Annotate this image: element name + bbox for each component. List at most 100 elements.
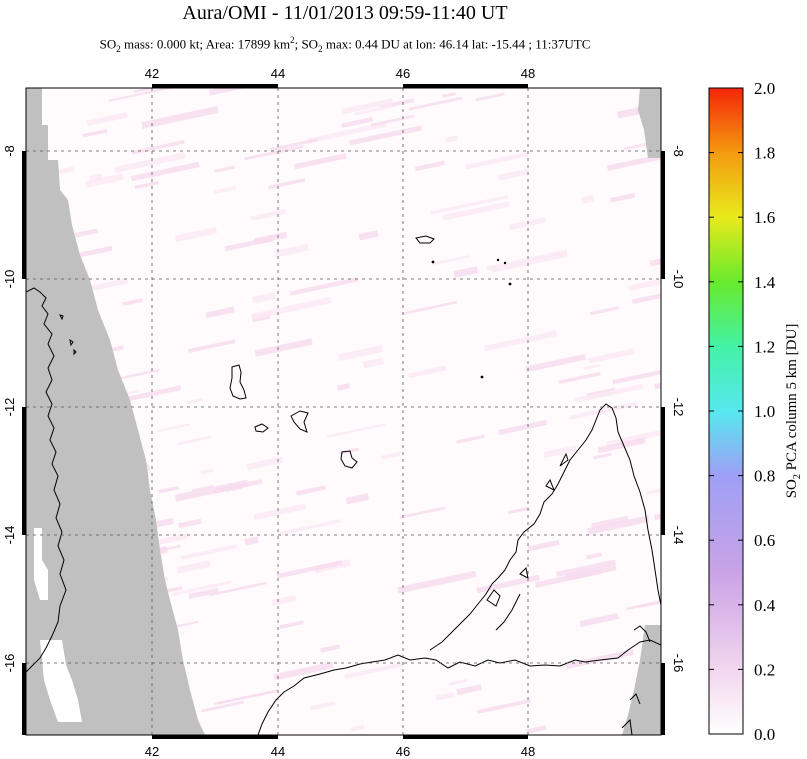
so2-streak (252, 292, 277, 304)
so2-streak (277, 519, 341, 536)
so2-streak (586, 515, 650, 535)
so2-streak (354, 104, 394, 116)
map-frame (22, 84, 665, 739)
so2-streak (465, 151, 529, 170)
so2-streak (456, 434, 485, 444)
so2-streak (250, 209, 287, 221)
lon-tick-bottom-44: 44 (271, 744, 285, 759)
so2-streak (558, 371, 601, 384)
so2-streak (200, 468, 214, 475)
so2-streak (244, 536, 259, 546)
lat-tick-right-14: -14 (671, 526, 686, 545)
so2-streak (525, 353, 587, 373)
coast-madagascar-south (621, 625, 651, 735)
so2-streak (628, 270, 661, 292)
so2-streak (380, 451, 402, 460)
so2-streak (294, 153, 347, 170)
so2-streak (654, 510, 661, 521)
so2-streak (188, 587, 219, 599)
lon-tick-bottom-42: 42 (145, 744, 159, 759)
coast-madagascar-nw (429, 403, 661, 651)
so2-streak (649, 257, 661, 267)
so2-streak (337, 345, 384, 362)
lon-tick-top-48: 48 (521, 66, 535, 81)
so2-streak (631, 290, 661, 304)
so2-streak (526, 725, 547, 734)
lon-tick-top-42: 42 (145, 66, 159, 81)
so2-streak (85, 278, 129, 293)
colorbar-tick-label: 0.6 (754, 531, 775, 550)
so2-streak (205, 306, 235, 319)
so2-streak (213, 186, 236, 195)
so2-streak (74, 228, 99, 238)
coast-africa-islets (59, 314, 77, 356)
so2-streak (269, 138, 318, 152)
colorbar (708, 87, 744, 735)
nodata-gap-2 (40, 640, 82, 722)
so2-streak (430, 194, 509, 215)
so2-streak (309, 701, 336, 711)
so2-streak (171, 580, 232, 597)
so2-streak (181, 544, 238, 560)
so2-streak (176, 435, 212, 446)
so2-streak (289, 277, 359, 296)
so2-streak (350, 724, 365, 732)
so2-streak (131, 140, 185, 155)
island-anjouan (290, 410, 309, 433)
so2-streak (408, 365, 447, 379)
so2-streak (246, 456, 284, 471)
so2-streak (174, 479, 249, 502)
so2-streak (580, 195, 595, 204)
so2-streak (589, 306, 620, 316)
so2-streak (527, 540, 560, 552)
so2-streak (475, 92, 505, 102)
colorbar-tick-label: 1.8 (754, 144, 775, 163)
so2-streak (543, 445, 577, 459)
so2-streak (174, 620, 199, 628)
islet-2 (496, 258, 500, 262)
so2-streak (224, 236, 274, 252)
so2-streak (130, 161, 200, 182)
so2-streak (498, 419, 548, 436)
so2-streak (201, 700, 244, 713)
so2-streak (610, 192, 636, 203)
so2-streak (214, 689, 279, 706)
so2-streak (565, 649, 634, 670)
so2-streak (345, 493, 369, 505)
island-moheli (254, 423, 269, 433)
so2-streak (574, 383, 644, 403)
so2-streak (432, 255, 470, 266)
lon-tick-bottom-46: 46 (396, 744, 410, 759)
so2-streak (579, 613, 619, 627)
lat-tick-right-10: -10 (671, 270, 686, 289)
so2-streak (358, 230, 379, 241)
lat-tick-left-10: -10 (2, 270, 17, 289)
so2-streak (84, 173, 124, 188)
so2-streak (271, 595, 297, 606)
so2-streak (158, 485, 180, 494)
lon-tick-bottom-48: 48 (521, 744, 535, 759)
so2-streak (141, 106, 219, 129)
so2-streak (89, 173, 103, 182)
islet-4 (508, 282, 512, 286)
so2-streak (212, 479, 263, 494)
so2-streak (556, 559, 616, 577)
so2-streak (214, 165, 235, 173)
so2-streak (370, 114, 415, 127)
so2-streak (307, 122, 387, 144)
islet-1 (431, 260, 435, 264)
so2-streak (453, 266, 479, 278)
so2-streak (134, 180, 159, 190)
so2-streak (176, 560, 211, 574)
lat-tick-right-16: -16 (671, 654, 686, 673)
colorbar-tick-label: 1.0 (754, 402, 775, 421)
coast-africa (26, 287, 67, 673)
colorbar-tick-label: 1.2 (754, 337, 775, 356)
so2-streak (336, 383, 350, 391)
so2-streak (414, 160, 445, 172)
so2-streak (509, 217, 546, 231)
island-grande-comore (229, 364, 247, 400)
lat-tick-left-8: -8 (2, 145, 17, 157)
so2-streak (399, 506, 446, 519)
